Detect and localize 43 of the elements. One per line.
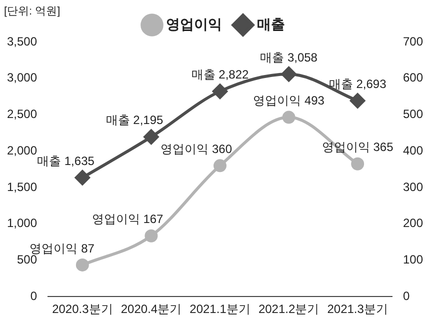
point — [350, 93, 366, 108]
x-tick-label: 2020.4분기 — [120, 302, 182, 316]
data-label: 매출 3,058 — [260, 50, 318, 64]
data-label: 매출 2,822 — [191, 68, 250, 82]
point — [74, 170, 90, 186]
point — [282, 110, 296, 124]
point — [144, 129, 159, 144]
x-tick-label: 2021.1분기 — [190, 302, 250, 316]
data-label: 매출 2,195 — [106, 113, 164, 128]
y2-tick-label: 100 — [402, 252, 424, 267]
y2-tick-label: 200 — [402, 216, 424, 230]
legend-label: 영업이익 — [166, 16, 222, 32]
y2-tick-label: 700 — [402, 34, 424, 48]
data-label: 매출 1,635 — [37, 154, 95, 168]
y-tick-label: 2,500 — [7, 107, 38, 122]
point — [76, 258, 89, 272]
y-tick-label: 1,500 — [7, 180, 38, 194]
y2-tick-label: 0 — [402, 288, 410, 303]
point — [214, 159, 227, 172]
y2-tick-label: 400 — [402, 143, 424, 158]
data-label: 영업이익 365 — [322, 140, 394, 154]
point — [351, 157, 364, 170]
y-tick-label: 3,000 — [7, 70, 38, 85]
x-tick-label: 2021.2분기 — [258, 302, 320, 316]
x-tick-label: 2020.3분기 — [52, 302, 113, 316]
y2-tick-label: 300 — [402, 180, 424, 194]
y-tick-label: 2,000 — [7, 143, 38, 158]
text: [단위: 억원] — [4, 6, 60, 18]
y-tick-label: 1,000 — [7, 216, 38, 230]
data-label: 영업이익 360 — [160, 142, 232, 156]
y2-tick-label: 500 — [402, 107, 424, 122]
y-tick-label: 0 — [30, 288, 38, 303]
legend-label: 매출 — [257, 16, 285, 32]
data-label: 매출 2,693 — [328, 77, 387, 92]
y-tick-label: 3,500 — [7, 34, 38, 48]
y2-tick-label: 600 — [402, 70, 424, 85]
data-label: 영업이익 87 — [30, 241, 95, 256]
point — [144, 229, 158, 242]
data-label: 영업이익 493 — [253, 94, 325, 108]
data-label: 영업이익 167 — [92, 212, 164, 226]
point — [212, 84, 228, 99]
point — [281, 66, 296, 82]
x-tick-label: 2021.3분기 — [327, 302, 388, 316]
